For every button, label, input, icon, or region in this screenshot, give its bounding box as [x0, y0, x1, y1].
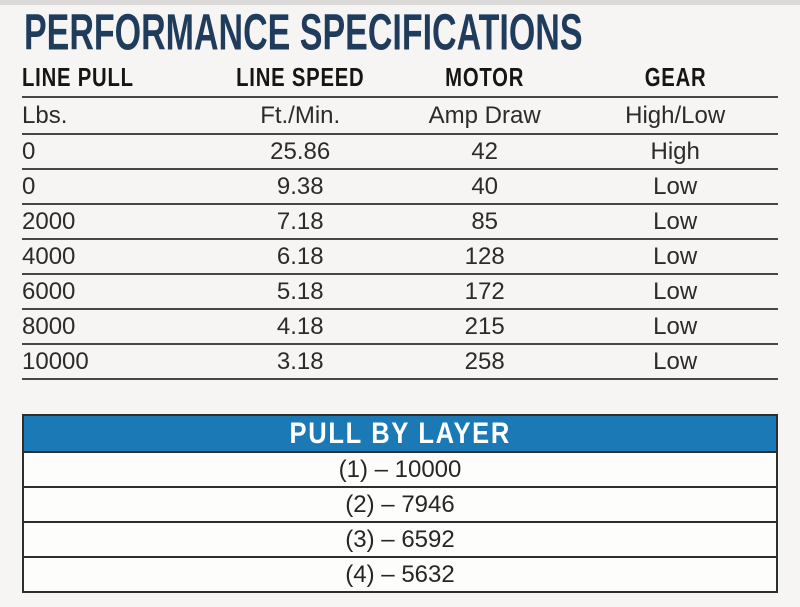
unit-high-low-text: High/Low [625, 101, 726, 129]
spec-cell-line-pull: 2000 [22, 204, 204, 240]
spec-cell-line-pull: 6000 [22, 274, 204, 310]
spec-cell-line-speed: 5.18 [203, 274, 397, 310]
spec-cell-text: 42 [471, 137, 499, 165]
column-header-motor: MOTOR [396, 62, 573, 98]
layer-row-4-text: (4) – 5632 [345, 561, 455, 588]
unit-amp-draw-text: Amp Draw [428, 101, 541, 129]
layer-row-1: (1) – 10000 [24, 451, 776, 486]
spec-cell-text: Low [653, 207, 698, 235]
unit-amp-draw: Amp Draw [396, 97, 573, 135]
spec-cell-gear: Low [572, 239, 778, 275]
layer-row-3: (3) – 6592 [24, 521, 776, 556]
layer-row-2: (2) – 7946 [24, 486, 776, 521]
spec-cell-text: Low [653, 277, 698, 305]
spec-cell-gear: High [572, 134, 778, 170]
spec-row: 8000 4.18 215 Low [22, 309, 778, 345]
spec-cell-line-speed: 4.18 [203, 309, 397, 345]
spec-cell-text: 25.86 [270, 137, 331, 165]
layer-row-1-text: (1) – 10000 [338, 456, 462, 483]
pull-by-layer-header: PULL BY LAYER [24, 416, 776, 451]
column-header-line-pull-text: LINE PULL [22, 62, 134, 92]
layer-row-2-text: (2) – 7946 [345, 491, 455, 518]
spec-cell-text: Low [653, 347, 698, 375]
spec-cell-line-speed: 25.86 [203, 134, 397, 170]
spec-cell-line-speed: 7.18 [203, 204, 397, 240]
spec-cell-line-speed: 9.38 [203, 169, 397, 205]
spec-cell-gear: Low [572, 344, 778, 380]
spec-cell-text: 4000 [22, 242, 76, 270]
spec-cell-text: 9.38 [276, 172, 324, 200]
spec-cell-text: Low [653, 242, 698, 270]
spec-row: 6000 5.18 172 Low [22, 274, 778, 310]
layer-row-4: (4) – 5632 [24, 556, 776, 591]
spec-cell-amp-draw: 128 [396, 239, 573, 275]
spec-cell-line-pull: 8000 [22, 309, 204, 345]
spec-row: 2000 7.18 85 Low [22, 204, 778, 240]
spec-cell-text: 85 [471, 207, 499, 235]
spec-cell-text: 172 [464, 277, 505, 305]
spec-cell-text: 40 [471, 172, 499, 200]
page-title: PERFORMANCE SPECIFICATIONS [24, 3, 778, 61]
spec-cell-text: 2000 [22, 207, 76, 235]
spec-row: 10000 3.18 258 Low [22, 344, 778, 380]
spec-cell-line-pull: 10000 [22, 344, 204, 380]
spec-row: 0 25.86 42 High [22, 134, 778, 170]
spec-cell-text: 6.18 [276, 242, 324, 270]
spec-cell-amp-draw: 85 [396, 204, 573, 240]
spec-cell-line-speed: 3.18 [203, 344, 397, 380]
spec-row: 4000 6.18 128 Low [22, 239, 778, 275]
unit-lbs: Lbs. [22, 97, 204, 135]
spec-cell-gear: Low [572, 309, 778, 345]
spec-cell-text: 3.18 [276, 347, 324, 375]
spec-cell-text: Low [653, 312, 698, 340]
spec-cell-amp-draw: 215 [396, 309, 573, 345]
column-header-gear-text: GEAR [644, 62, 707, 92]
spec-cell-text: 5.18 [276, 277, 324, 305]
spec-cell-amp-draw: 258 [396, 344, 573, 380]
column-header-line-pull: LINE PULL [22, 62, 204, 98]
spec-cell-amp-draw: 42 [396, 134, 573, 170]
spec-cell-text: 4.18 [276, 312, 324, 340]
spec-cell-gear: Low [572, 274, 778, 310]
spec-cell-amp-draw: 172 [396, 274, 573, 310]
unit-high-low: High/Low [572, 97, 778, 135]
spec-cell-text: 8000 [22, 312, 76, 340]
pull-by-layer-table: PULL BY LAYER (1) – 10000 (2) – 7946 (3)… [22, 414, 778, 593]
spec-cell-line-pull: 0 [22, 169, 204, 205]
spec-cell-line-speed: 6.18 [203, 239, 397, 275]
spec-cell-text: Low [653, 172, 698, 200]
spec-cell-text: 0 [22, 137, 36, 165]
spec-cell-text: 128 [464, 242, 505, 270]
unit-ft-min-text: Ft./Min. [260, 101, 341, 129]
spec-cell-text: 0 [22, 172, 36, 200]
column-header-line-speed: LINE SPEED [203, 62, 397, 98]
spec-cell-line-pull: 4000 [22, 239, 204, 275]
spec-cell-text: 7.18 [276, 207, 324, 235]
spec-cell-gear: Low [572, 204, 778, 240]
spec-cell-text: 215 [464, 312, 505, 340]
spec-cell-line-pull: 0 [22, 134, 204, 170]
spec-units-row: Lbs. Ft./Min. Amp Draw High/Low [22, 97, 778, 135]
performance-spec-table: LINE PULL LINE SPEED MOTOR GEAR Lbs. Ft.… [22, 62, 778, 380]
spec-cell-text: 6000 [22, 277, 76, 305]
spec-cell-amp-draw: 40 [396, 169, 573, 205]
spec-row: 0 9.38 40 Low [22, 169, 778, 205]
spec-cell-text: High [650, 137, 700, 165]
unit-ft-min: Ft./Min. [203, 97, 397, 135]
spec-cell-gear: Low [572, 169, 778, 205]
unit-lbs-text: Lbs. [22, 101, 68, 129]
scan-edge-artifact [0, 0, 800, 5]
pull-by-layer-title: PULL BY LAYER [289, 417, 511, 451]
page-title-text: PERFORMANCE SPECIFICATIONS [24, 3, 583, 61]
spec-cell-text: 10000 [22, 347, 89, 375]
column-header-line-speed-text: LINE SPEED [236, 62, 365, 92]
column-header-motor-text: MOTOR [445, 62, 525, 92]
spec-cell-text: 258 [464, 347, 505, 375]
content-area: PERFORMANCE SPECIFICATIONS LINE PULL LIN… [22, 3, 778, 593]
layer-row-3-text: (3) – 6592 [345, 526, 455, 553]
spec-header-row: LINE PULL LINE SPEED MOTOR GEAR [22, 62, 778, 98]
column-header-gear: GEAR [572, 62, 778, 98]
